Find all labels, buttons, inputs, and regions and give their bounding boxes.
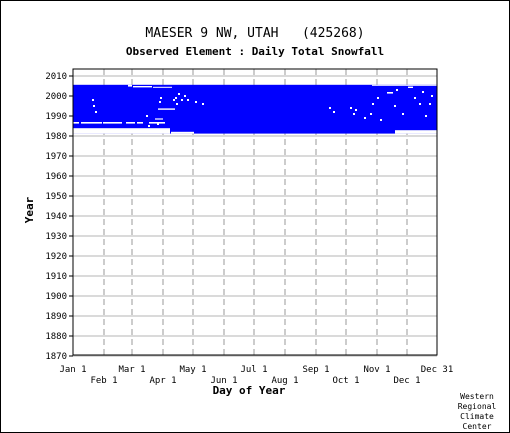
missing-data-point — [350, 107, 352, 109]
y-axis-label: Year — [23, 196, 36, 223]
missing-data-segment — [103, 122, 122, 124]
missing-data-point — [160, 97, 162, 99]
missing-data-segment — [81, 122, 102, 124]
missing-data-point — [184, 95, 186, 97]
plot-frame — [72, 68, 438, 356]
missing-data-point — [146, 115, 148, 117]
x-tick-label: Feb 1 — [90, 376, 117, 386]
x-tick-label: Jul 1 — [240, 365, 267, 375]
x-tick-layer: Jan 1 Mar 1 May 1 Jul 1 Sep 1 Nov 1 Dec 31 Feb … — [59, 365, 453, 386]
missing-data-point — [148, 125, 150, 127]
grid-layer — [73, 69, 437, 357]
missing-data-segment — [153, 86, 172, 88]
credit-line: Western — [460, 392, 494, 401]
missing-data-segment — [395, 130, 437, 134]
chart-title: MAESER 9 NW, UTAH (425268) — [145, 26, 364, 41]
missing-data-point — [181, 99, 183, 101]
missing-data-segment — [133, 86, 152, 88]
missing-data-point — [175, 97, 177, 99]
y-tick-label: 2010 — [45, 72, 67, 82]
y-tick-label: 1950 — [45, 192, 67, 202]
missing-data-point — [333, 111, 335, 113]
missing-data-point — [396, 89, 398, 91]
y-tick-label: 1870 — [45, 352, 67, 362]
y-tick-label: 1910 — [45, 272, 67, 282]
observed-data-block — [73, 84, 437, 134]
y-tick-label: 1980 — [45, 132, 67, 142]
y-tick-label: 1940 — [45, 212, 67, 222]
y-tick-label: 1900 — [45, 292, 67, 302]
y-tick-label: 1890 — [45, 312, 67, 322]
missing-data-segment — [149, 122, 165, 124]
missing-data-segment — [171, 131, 194, 134]
missing-data-point — [195, 101, 197, 103]
y-tick-label: 1930 — [45, 232, 67, 242]
x-tick-label: May 1 — [179, 365, 206, 375]
y-tick-label: 2000 — [45, 92, 67, 102]
x-tick-label: Dec 1 — [393, 376, 420, 386]
missing-data-point — [414, 97, 416, 99]
missing-data-point — [92, 99, 94, 101]
missing-data-point — [431, 95, 433, 97]
missing-data-point — [425, 115, 427, 117]
x-tick-label: Aug 1 — [271, 376, 298, 386]
missing-data-point — [419, 103, 421, 105]
y-tick-layer: 2010 2000 1990 1980 1970 1960 1950 1940 1930 1920… — [45, 72, 73, 362]
missing-data-point — [176, 103, 178, 105]
x-tick-label: Jan 1 — [59, 365, 86, 375]
missing-data-point — [95, 111, 97, 113]
y-tick-label: 1990 — [45, 112, 67, 122]
missing-data-point — [93, 105, 95, 107]
x-tick-label: Sep 1 — [302, 365, 329, 375]
x-tick-label: Oct 1 — [332, 376, 359, 386]
missing-data-point — [372, 103, 374, 105]
missing-data-point — [377, 97, 379, 99]
missing-data-point — [422, 91, 424, 93]
missing-data-point — [429, 103, 431, 105]
missing-data-point — [159, 101, 161, 103]
missing-data-point — [329, 107, 331, 109]
x-axis-label: Day of Year — [213, 384, 286, 397]
y-tick-label: 1920 — [45, 252, 67, 262]
credit-line: Climate — [460, 412, 494, 421]
missing-data-segment — [408, 86, 413, 88]
missing-data-point — [157, 123, 159, 125]
chart-subtitle: Observed Element : Daily Total Snowfall — [126, 45, 384, 58]
missing-data-segment — [73, 122, 79, 124]
y-tick-label: 1880 — [45, 332, 67, 342]
missing-data-point — [178, 93, 180, 95]
data-layer — [73, 84, 437, 134]
missing-data-point — [402, 113, 404, 115]
missing-data-segment — [126, 122, 135, 124]
missing-data-point — [355, 109, 357, 111]
missing-data-point — [380, 119, 382, 121]
missing-data-point — [394, 105, 396, 107]
missing-data-point — [364, 117, 366, 119]
missing-data-point — [187, 99, 189, 101]
missing-data-point — [353, 113, 355, 115]
missing-data-segment — [128, 84, 132, 87]
x-tick-label: Dec 31 — [421, 365, 454, 375]
credit-line: Regional — [458, 402, 497, 411]
x-tick-label: Jun 1 — [210, 376, 237, 386]
missing-data-segment — [137, 122, 143, 124]
missing-data-segment — [155, 118, 163, 120]
missing-data-segment — [387, 92, 393, 94]
y-tick-label: 1960 — [45, 172, 67, 182]
missing-data-segment — [158, 108, 175, 110]
missing-data-point — [202, 103, 204, 105]
y-tick-label: 1970 — [45, 152, 67, 162]
missing-data-segment — [73, 128, 170, 134]
x-tick-label: Nov 1 — [363, 365, 390, 375]
missing-data-segment — [372, 84, 437, 86]
missing-data-point — [370, 113, 372, 115]
x-tick-label: Apr 1 — [149, 376, 176, 386]
credit-line: Center — [463, 422, 492, 431]
missing-data-point — [173, 99, 175, 101]
x-tick-label: Mar 1 — [118, 365, 145, 375]
